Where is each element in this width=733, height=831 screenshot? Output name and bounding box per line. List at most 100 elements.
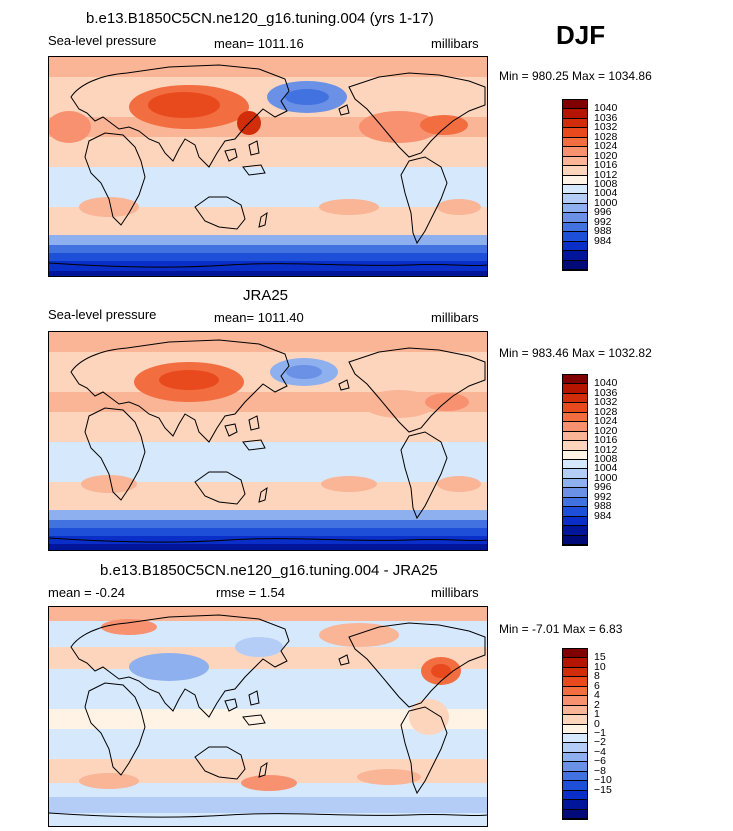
map-canvas	[49, 332, 487, 550]
coastlines	[70, 614, 486, 795]
coastline	[242, 164, 266, 176]
contour-region	[285, 89, 329, 105]
colorbar-tick-label: 1016	[594, 434, 618, 447]
colorbar-swatch	[563, 384, 587, 394]
contour-region	[425, 393, 469, 411]
colorbar-swatch	[563, 667, 587, 678]
colorbar-tick-label: −8	[594, 764, 606, 777]
antarctic-coastline	[49, 812, 487, 818]
colorbar-swatch	[563, 696, 587, 706]
coastline	[338, 104, 350, 116]
panel-2-minmax: Min = 983.46 Max = 1032.82	[499, 346, 652, 360]
colorbar-tick-label: 992	[594, 215, 612, 228]
colorbar-swatch	[563, 743, 587, 753]
colorbar-tick-label: −6	[594, 755, 606, 768]
contour-region	[101, 619, 157, 635]
contour-band	[49, 729, 487, 759]
colorbar-tick-label: 988	[594, 225, 612, 238]
coastline	[194, 746, 246, 780]
colorbar-tick-label: 1008	[594, 178, 618, 190]
colorbar-swatch	[563, 516, 587, 527]
colorbar-swatch	[563, 781, 587, 791]
colorbar-swatch	[563, 166, 587, 176]
colorbar-tick-label: 1040	[594, 102, 618, 115]
contour-band	[49, 352, 487, 392]
contour-region	[409, 699, 449, 735]
contour-region	[159, 370, 219, 390]
coastline	[224, 148, 238, 162]
colorbar-swatch	[563, 488, 587, 498]
antarctic-coastline	[49, 537, 487, 543]
panel-1-map	[48, 56, 488, 277]
coastlines	[70, 339, 486, 520]
contour-region	[359, 111, 439, 143]
map-canvas	[49, 57, 487, 276]
colorbar-tick-label: 984	[594, 509, 612, 522]
colorbar-tick-label: −10	[594, 774, 612, 787]
contour-region	[286, 365, 322, 379]
contour-band	[49, 669, 487, 709]
contour-band	[49, 253, 487, 261]
colorbar-swatch	[563, 412, 587, 423]
map-canvas	[49, 607, 487, 826]
coastline	[348, 347, 486, 433]
colorbar-tick-label: 1004	[594, 462, 618, 475]
colorbar-swatch	[563, 393, 587, 404]
colorbar-swatch	[563, 232, 587, 242]
colorbar-swatch	[563, 203, 587, 214]
colorbar-swatch	[563, 109, 587, 119]
coastline	[70, 614, 290, 718]
colorbar-tick-label: 1024	[594, 415, 618, 428]
contour-region	[79, 197, 139, 217]
colorbar-swatch	[563, 724, 587, 734]
coastline	[258, 211, 268, 228]
colorbar-swatch	[563, 762, 587, 772]
colorbar-swatch	[563, 734, 587, 744]
colorbar-swatch	[563, 403, 587, 413]
contour-region	[241, 775, 297, 791]
colorbar-swatch	[563, 705, 587, 716]
panel-1-title: b.e13.B1850C5CN.ne120_g16.tuning.004 (yr…	[86, 10, 434, 27]
contour-band	[49, 271, 487, 276]
colorbar-swatch	[563, 771, 587, 782]
coastline	[224, 423, 238, 437]
colorbar-tick-label: 992	[594, 490, 612, 503]
colorbar-tick-label: 1004	[594, 187, 618, 200]
coastline	[400, 156, 448, 245]
colorbar-swatch	[563, 431, 587, 442]
colorbar-swatch	[563, 497, 587, 508]
contour-region	[437, 199, 481, 215]
colorbar-tick-label: 1036	[594, 386, 618, 399]
coastline	[70, 339, 290, 443]
coastline	[400, 431, 448, 520]
panel-1-field-label: Sea-level pressure	[48, 33, 157, 48]
colorbar-swatch	[563, 222, 587, 233]
coastline	[258, 761, 268, 778]
colorbar-swatch	[563, 526, 587, 536]
coastline	[258, 486, 268, 503]
colorbar-tick-label: 1012	[594, 443, 618, 456]
coastline	[194, 196, 246, 230]
colorbar-tick-label: 1036	[594, 111, 618, 124]
colorbar-tick-label: 15	[594, 651, 606, 664]
panel-1-colorbar	[562, 99, 588, 271]
contour-band	[49, 261, 487, 271]
colorbar-swatch	[563, 213, 587, 223]
colorbar-tick-label: 1032	[594, 396, 618, 409]
colorbar-tick-label: 2	[594, 698, 600, 711]
colorbar-tick-label: 0	[594, 717, 600, 730]
contour-band	[49, 442, 487, 482]
colorbar-tick-label: 1040	[594, 377, 618, 390]
panel-3-minmax: Min = -7.01 Max = 6.83	[499, 622, 623, 636]
colorbar-tick-label: 1012	[594, 168, 618, 181]
colorbar-tick-label: 1032	[594, 121, 618, 134]
colorbar-swatch	[563, 175, 587, 185]
contour-band	[49, 332, 487, 352]
contour-band	[49, 813, 487, 826]
colorbar-tick-label: 1008	[594, 453, 618, 465]
contour-region	[81, 475, 137, 493]
colorbar-swatch	[563, 441, 587, 451]
colorbar-tick-label: 996	[594, 481, 612, 494]
colorbar-swatch	[563, 147, 587, 157]
colorbar-tick-label: 10	[594, 660, 606, 673]
